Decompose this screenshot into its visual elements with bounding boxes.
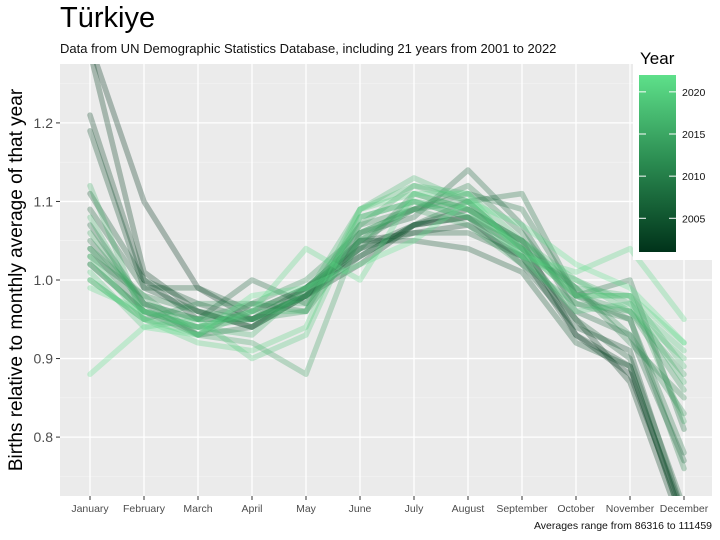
legend-ticks: 2005 2010 2015 2020 xyxy=(639,87,706,225)
legend-tick-label: 2010 xyxy=(682,171,706,183)
series-line xyxy=(87,190,687,354)
legend: Year 2005 2010 2015 2020 xyxy=(633,42,720,260)
series-line xyxy=(87,190,687,432)
x-tick-label: July xyxy=(405,503,424,515)
y-tick-label: 1.0 xyxy=(34,272,54,288)
chart-caption: Averages range from 86316 to 111459 xyxy=(533,520,712,532)
series-line xyxy=(87,198,687,417)
legend-tick-label: 2020 xyxy=(682,87,706,99)
series-line xyxy=(87,128,681,496)
series-line xyxy=(87,198,687,378)
x-tick-label: January xyxy=(71,503,109,515)
grid-lines xyxy=(60,64,712,496)
series-line xyxy=(87,198,687,362)
x-tick-label: December xyxy=(660,503,709,515)
series-line xyxy=(87,190,687,401)
legend-tick-label: 2005 xyxy=(682,213,706,225)
series-line xyxy=(87,167,687,464)
y-tick-label: 1.2 xyxy=(34,115,54,131)
legend-tick-label: 2015 xyxy=(682,129,706,141)
series-line xyxy=(87,190,678,496)
x-tick-label: September xyxy=(496,503,548,515)
series-line xyxy=(87,175,687,370)
series-line xyxy=(87,112,678,496)
series-lines xyxy=(87,64,687,496)
y-axis: 0.8 0.9 1.0 1.1 1.2 xyxy=(34,115,60,445)
x-tick-label: October xyxy=(557,503,595,515)
x-tick-label: March xyxy=(183,503,212,515)
series-line xyxy=(93,64,680,496)
legend-title: Year xyxy=(640,49,675,68)
x-tick-label: May xyxy=(296,503,317,515)
series-line xyxy=(87,198,687,393)
x-tick-label: August xyxy=(452,503,485,515)
chart-subtitle: Data from UN Demographic Statistics Data… xyxy=(60,41,557,56)
series-line xyxy=(87,182,687,362)
series-line xyxy=(90,64,675,496)
series-line xyxy=(87,190,687,456)
series-line xyxy=(87,182,687,385)
chart-title: Türkiye xyxy=(60,2,156,34)
series-line xyxy=(87,190,687,330)
legend-colorbar xyxy=(639,75,676,252)
x-tick-label: February xyxy=(123,503,166,515)
y-tick-label: 1.1 xyxy=(34,193,54,209)
series-line xyxy=(87,182,687,472)
x-tick-label: November xyxy=(606,503,655,515)
y-tick-label: 0.9 xyxy=(34,351,54,367)
series-line xyxy=(87,182,687,425)
x-tick-label: June xyxy=(349,503,372,515)
x-tick-label: April xyxy=(241,503,262,515)
y-tick-label: 0.8 xyxy=(34,429,54,445)
y-axis-label: Births relative to monthly average of th… xyxy=(6,88,27,471)
series-line xyxy=(87,206,683,496)
x-axis: January February March April May June July Augu… xyxy=(71,496,709,515)
series-line xyxy=(87,206,687,378)
